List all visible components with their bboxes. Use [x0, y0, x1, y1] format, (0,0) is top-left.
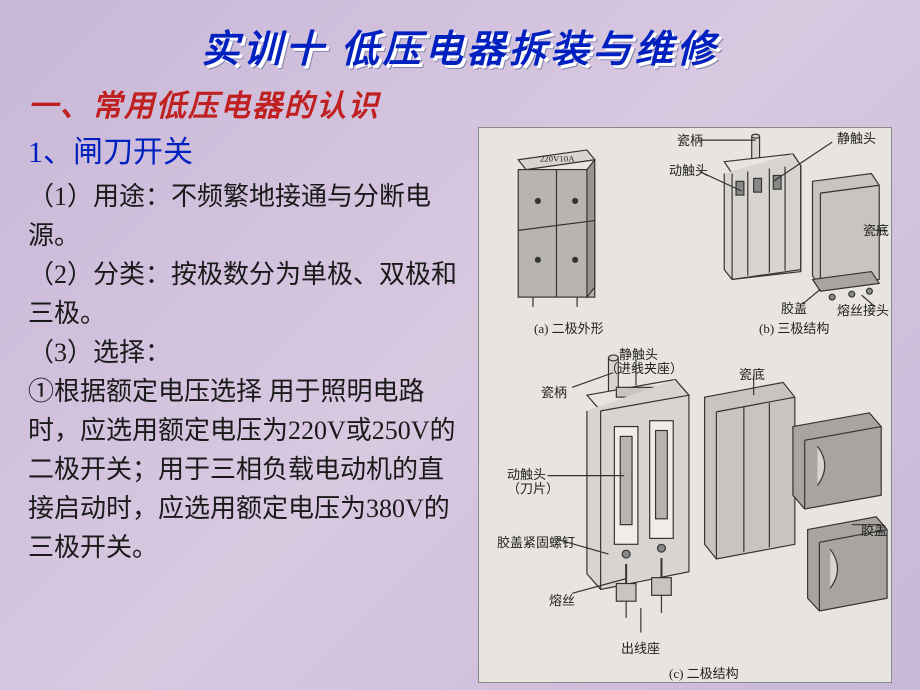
lbl-cibing: 瓷柄	[677, 130, 703, 149]
lbl-cidi: 瓷底	[863, 220, 889, 239]
section-heading: 一、常用低压电器的认识	[28, 81, 892, 125]
lbl-jiaogai: 胶盖	[781, 298, 807, 317]
lbl-daopian: （刀片）	[507, 478, 559, 497]
subheading: 1、闸刀开关	[28, 127, 468, 171]
lbl-chuxianzuo: 出线座	[621, 638, 660, 657]
page-title: 实训十 低压电器拆装与维修	[28, 18, 892, 73]
para-selection-body: ①根据额定电压选择 用于照明电路时，应选用额定电压为220V或250V的二极开关…	[28, 372, 468, 567]
diagram-column: 220V10A	[478, 127, 892, 683]
label-a: (a) 二极外形	[534, 318, 604, 337]
lbl-rongsi: 熔丝	[549, 590, 575, 609]
box-label: 220V10A	[540, 154, 575, 164]
lbl-jingchutou: 静触头	[837, 128, 876, 147]
diagram-a: 220V10A	[518, 150, 595, 307]
text-column: 1、闸刀开关 （1）用途：不频繁地接通与分断电源。 （2）分类：按极数分为单极、…	[28, 127, 468, 683]
para-usage: （1）用途：不频繁地接通与分断电源。	[28, 177, 468, 255]
lbl-jiaogaijinguluoding: 胶盖紧固螺钉	[497, 532, 575, 551]
content-wrap: 1、闸刀开关 （1）用途：不频繁地接通与分断电源。 （2）分类：按极数分为单极、…	[28, 127, 892, 683]
para-classification: （2）分类：按极数分为单极、双极和三极。	[28, 255, 468, 333]
lbl-cidi2: 瓷底	[739, 364, 765, 383]
label-b: (b) 三极结构	[759, 318, 829, 337]
diagram-b	[700, 134, 887, 307]
para-selection-head: （3）选择：	[28, 333, 468, 372]
lbl-jinxianjiazuo2: （进线夹座）	[605, 358, 683, 377]
diagram-svg: 220V10A	[479, 128, 891, 682]
lbl-rongsijietou: 熔丝接头	[837, 300, 889, 319]
diagram-panel: 220V10A	[478, 127, 892, 683]
diagram-c	[548, 355, 887, 633]
lbl-dongchutou: 动触头	[669, 160, 708, 179]
lbl-jiaogai2: 胶盖	[861, 520, 887, 539]
label-c: (c) 二极结构	[669, 663, 739, 682]
lbl-cibing2: 瓷柄	[541, 382, 567, 401]
